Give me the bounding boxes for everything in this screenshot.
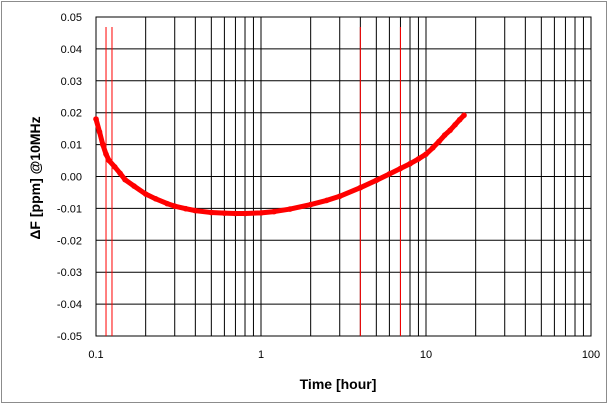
data-point [96,129,103,135]
data-point [221,210,228,216]
y-tick-label: 0.04 [61,44,82,56]
data-point [415,156,422,162]
data-point [307,201,314,208]
data-point [323,197,330,204]
data-point [171,203,178,209]
data-point [397,165,404,172]
plot-area-border [95,16,592,337]
data-point [242,210,248,217]
data-point [106,157,112,164]
y-tick-label: 0.03 [61,76,82,88]
data-point [436,138,442,145]
data-point [430,144,436,151]
data-point [357,184,364,191]
data-point [271,208,277,215]
data-point [164,200,170,207]
data-point [152,196,159,202]
data-point [452,122,458,128]
data-point [142,191,149,197]
y-tick-label: -0.01 [57,203,82,215]
y-tick-label: 0.02 [61,108,82,120]
data-point [386,171,393,177]
data-point [461,112,467,119]
data-point [192,207,199,214]
data-point [232,210,239,217]
data-point [103,151,109,157]
x-tick-label: 100 [582,349,600,361]
data-point [131,183,137,189]
data-point [442,132,448,138]
x-tick-label: 1 [258,349,264,361]
grid-layer [95,16,592,337]
y-tick-label: 0.05 [61,12,82,24]
y-tick-label: -0.03 [57,267,82,279]
data-point [258,210,264,216]
vertical-line-layer [105,27,401,336]
x-tick-label: 10 [420,349,432,361]
data-layer [93,112,467,217]
data-point [336,193,343,200]
y-tick-label: -0.02 [57,235,82,247]
data-point [407,160,413,167]
tick-label-layer: 0.1 1 10 100 0.05 0.04 0.03 0.02 0.01 0.00 -0.01 -0… [57,12,600,361]
y-tick-label: 0.00 [61,172,82,184]
data-point [423,151,429,157]
data-point [93,116,99,122]
data-point [373,177,380,184]
data-point [112,164,118,170]
x-tick-label: 0.1 [88,349,103,361]
data-point [447,127,453,134]
y-tick-label: 0.01 [61,140,82,152]
data-point [122,176,128,183]
data-point [208,209,215,216]
y-axis-title: ΔF [ppm] @10MHz [27,116,43,239]
data-point [100,141,106,148]
x-axis-title: Time [hour] [300,376,377,392]
data-point [117,170,123,177]
y-tick-label: -0.04 [57,299,82,311]
data-point [287,206,293,212]
data-point [456,116,463,123]
y-tick-label: -0.05 [57,331,82,343]
data-point [182,205,189,212]
